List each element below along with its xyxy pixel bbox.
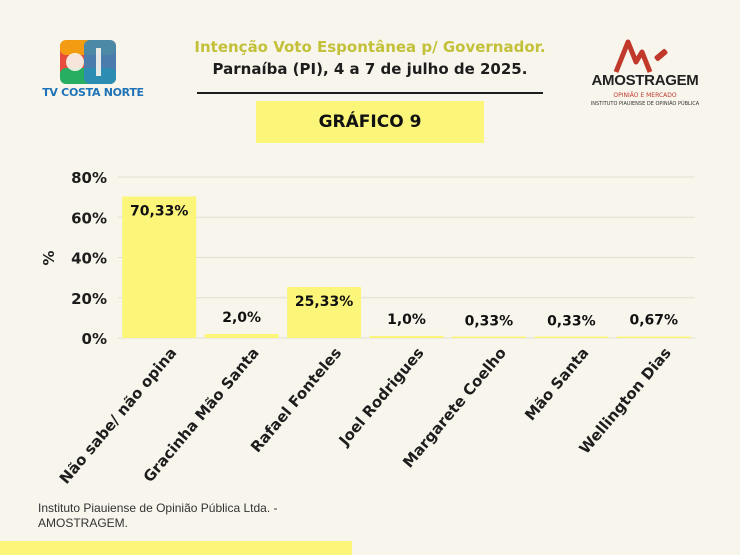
chart-title: Intenção Voto Espontânea p/ Governador. [194,38,546,56]
bar [369,335,444,338]
bar-chart: 0%20%40%60%80%%70,33%Não sabe/ não opina… [40,169,695,487]
y-tick-label: 60% [71,209,107,227]
data-label: 25,33% [295,294,353,310]
header-divider [197,92,543,94]
data-label: 0,67% [629,313,678,329]
tv-logo-caption: TV COSTA NORTE [42,86,144,99]
bar [534,336,609,338]
y-tick-label: 0% [82,330,107,348]
bar [287,287,362,338]
chart-number-label: GRÁFICO 9 [318,112,422,132]
chart-number-badge: GRÁFICO 9 [256,101,484,143]
y-tick-label: 20% [71,290,107,308]
tv-costa-norte-logo [38,38,148,100]
amostragem-logo [588,38,708,74]
data-label: 0,33% [465,313,514,329]
bar [451,336,526,338]
bar [122,196,197,338]
data-label: 0,33% [547,313,596,329]
y-tick-label: 80% [71,169,107,187]
bar [204,333,279,338]
amostragem-logo-subtitle2: INSTITUTO PIAUIENSE DE OPINIÃO PÚBLICA [590,101,700,107]
x-tick-label: Rafael Fonteles [247,344,345,456]
y-tick-label: 40% [71,250,107,268]
y-axis-label: % [40,250,58,265]
amostragem-logo-subtitle: OPINIÃO E MERCADO [613,92,677,99]
bar [616,336,691,338]
data-label: 1,0% [387,312,426,328]
x-tick-label: Wellington Dias [576,344,675,458]
data-label: 2,0% [222,310,261,326]
data-label: 70,33% [130,203,188,219]
chart-subtitle: Parnaíba (PI), 4 a 7 de julho de 2025. [212,60,528,78]
footer-accent-bar [0,541,352,555]
source-note: Instituto Piauiense de Opinião Pública L… [38,501,278,530]
x-tick-label: Joel Rodrigues [335,344,428,450]
x-tick-label: Mão Santa [521,344,592,424]
amostragem-logo-name: AMOSTRAGEM [591,72,699,89]
